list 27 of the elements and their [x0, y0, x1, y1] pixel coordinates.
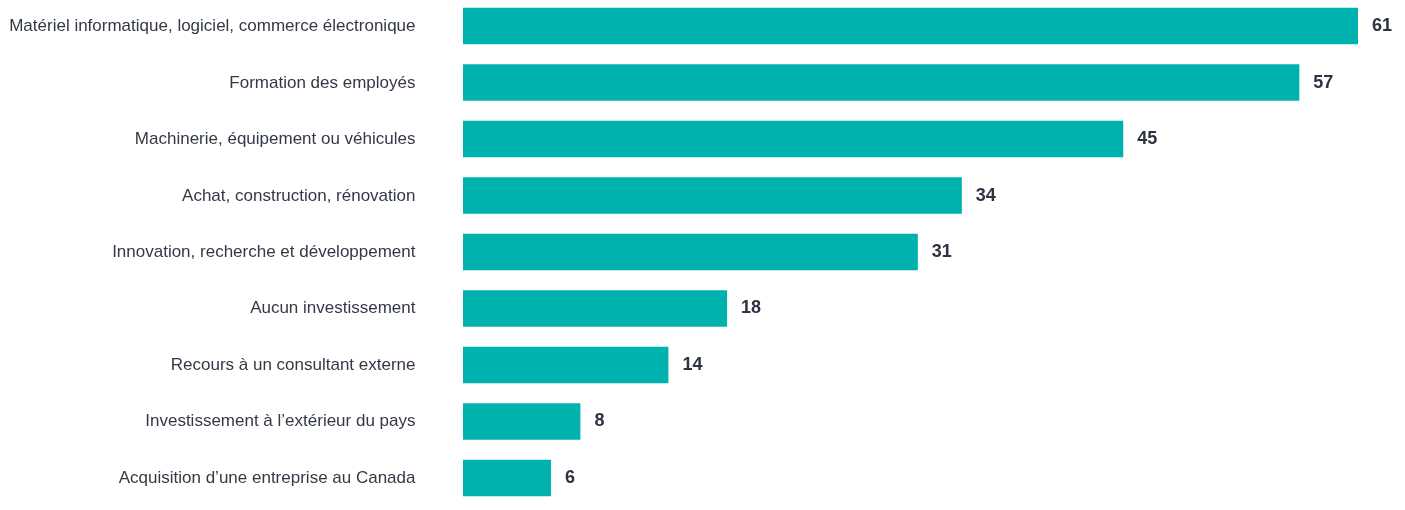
y-tick-label: Matériel informatique, logiciel, commerce électronique: [9, 16, 416, 36]
y-tick-label: Machinerie, équipement ou véhicules: [134, 129, 416, 149]
y-tick-label: Investissement à l’extérieur du pays: [145, 411, 416, 431]
bar: [463, 346, 669, 384]
bar: [463, 459, 552, 497]
y-tick-label: Formation des employés: [229, 72, 416, 92]
bar: [463, 7, 1358, 45]
data-label: 34: [975, 184, 996, 205]
data-label: 14: [682, 353, 703, 374]
data-label: 57: [1313, 71, 1334, 92]
data-label: 45: [1137, 128, 1158, 149]
bar: [463, 64, 1300, 101]
bar: [463, 120, 1124, 158]
bar: [463, 403, 581, 440]
data-label: 18: [741, 297, 762, 318]
bar: [463, 177, 962, 214]
y-tick-label: Aucun investissement: [250, 298, 416, 318]
data-label: 61: [1372, 15, 1393, 36]
data-label: 8: [594, 410, 605, 431]
y-tick-label: Innovation, recherche et développement: [112, 242, 416, 261]
data-label: 31: [931, 241, 952, 261]
bar: [463, 233, 918, 271]
data-label: 6: [565, 466, 576, 487]
y-tick-label: Recours à un consultant externe: [170, 354, 416, 374]
y-tick-label: Achat, construction, rénovation: [182, 185, 416, 205]
y-tick-label: Acquisition d’une entreprise au Canada: [118, 467, 417, 487]
bar: [463, 290, 728, 327]
